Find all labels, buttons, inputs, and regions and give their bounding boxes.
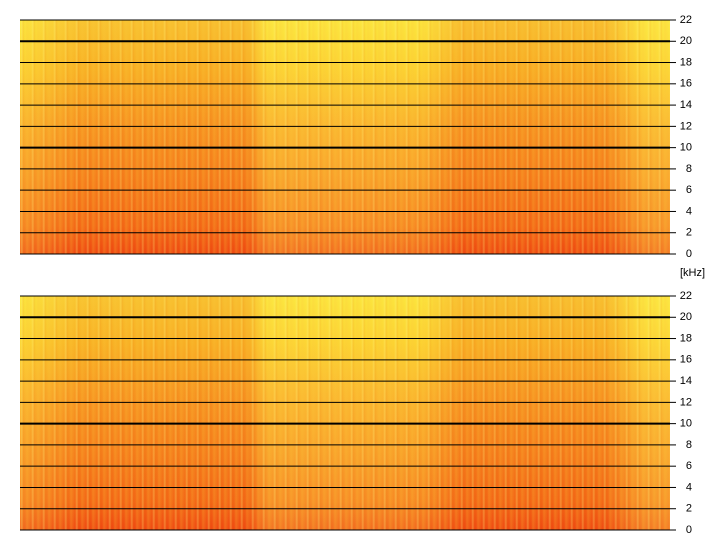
y-tick-label: 16: [680, 78, 692, 90]
y-tick-label: 12: [680, 396, 692, 408]
y-axis-unit: [kHz]: [680, 267, 705, 279]
y-tick-label: 0: [686, 524, 692, 536]
y-tick-label: 20: [680, 311, 692, 323]
y-tick-label: 6: [686, 184, 692, 196]
y-tick-label: 12: [680, 120, 692, 132]
y-tick-label: 18: [680, 332, 692, 344]
y-tick-label: 22: [680, 14, 692, 26]
y-tick-label: 8: [686, 163, 692, 175]
y-tick-label: 2: [686, 503, 692, 515]
y-tick-label: 16: [680, 354, 692, 366]
y-tick-label: 8: [686, 439, 692, 451]
y-tick-label: 6: [686, 460, 692, 472]
y-tick-label: 10: [680, 142, 692, 154]
spectrogram-image: [20, 20, 670, 254]
y-tick-label: 2: [686, 227, 692, 239]
y-tick-label: 18: [680, 56, 692, 68]
y-tick-label: 4: [686, 481, 692, 493]
y-tick-label: 4: [686, 205, 692, 217]
y-tick-label: 0: [686, 248, 692, 260]
y-tick-label: 14: [680, 375, 692, 387]
y-tick-label: 14: [680, 99, 692, 111]
y-tick-label: 10: [680, 418, 692, 430]
y-tick-label: 20: [680, 35, 692, 47]
y-tick-label: 22: [680, 290, 692, 302]
spectrogram-image: [20, 296, 670, 530]
